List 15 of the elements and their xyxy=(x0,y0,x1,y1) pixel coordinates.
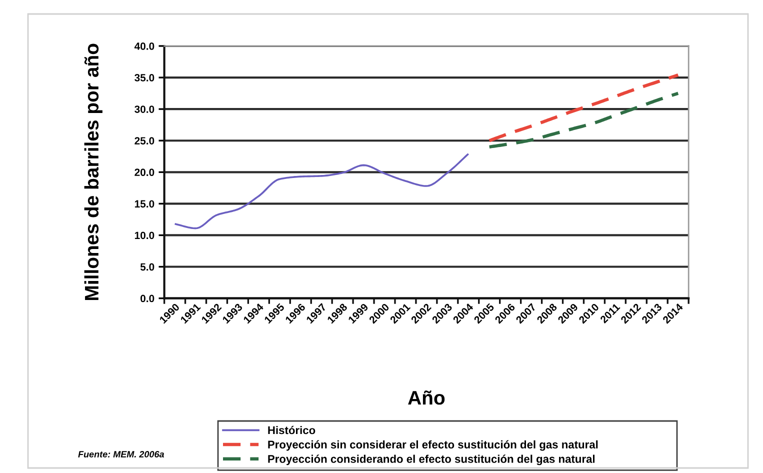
source-note: Fuente: MEM. 2006a xyxy=(78,451,164,458)
legend-label: Histórico xyxy=(268,426,316,434)
y-tick-label: 15.0 xyxy=(134,200,154,208)
y-tick-label: 20.0 xyxy=(134,168,154,176)
y-axis-title: Millones de barriles por año xyxy=(84,44,102,300)
y-tick-label: 0.0 xyxy=(140,294,154,302)
y-tick-label: 25.0 xyxy=(134,137,154,144)
y-tick-label: 40.0 xyxy=(134,42,154,50)
legend-label: Proyección considerando el efecto sustitución del gas natural xyxy=(268,454,595,466)
y-tick-label: 35.0 xyxy=(134,74,154,82)
y-tick-label: 30.0 xyxy=(134,106,154,113)
x-axis-title: Año xyxy=(408,390,445,405)
y-tick-label: 10.0 xyxy=(134,232,154,240)
legend-label: Proyección sin considerar el efecto sustitución del gas natural xyxy=(268,440,598,451)
y-tick-label: 5.0 xyxy=(140,263,154,271)
